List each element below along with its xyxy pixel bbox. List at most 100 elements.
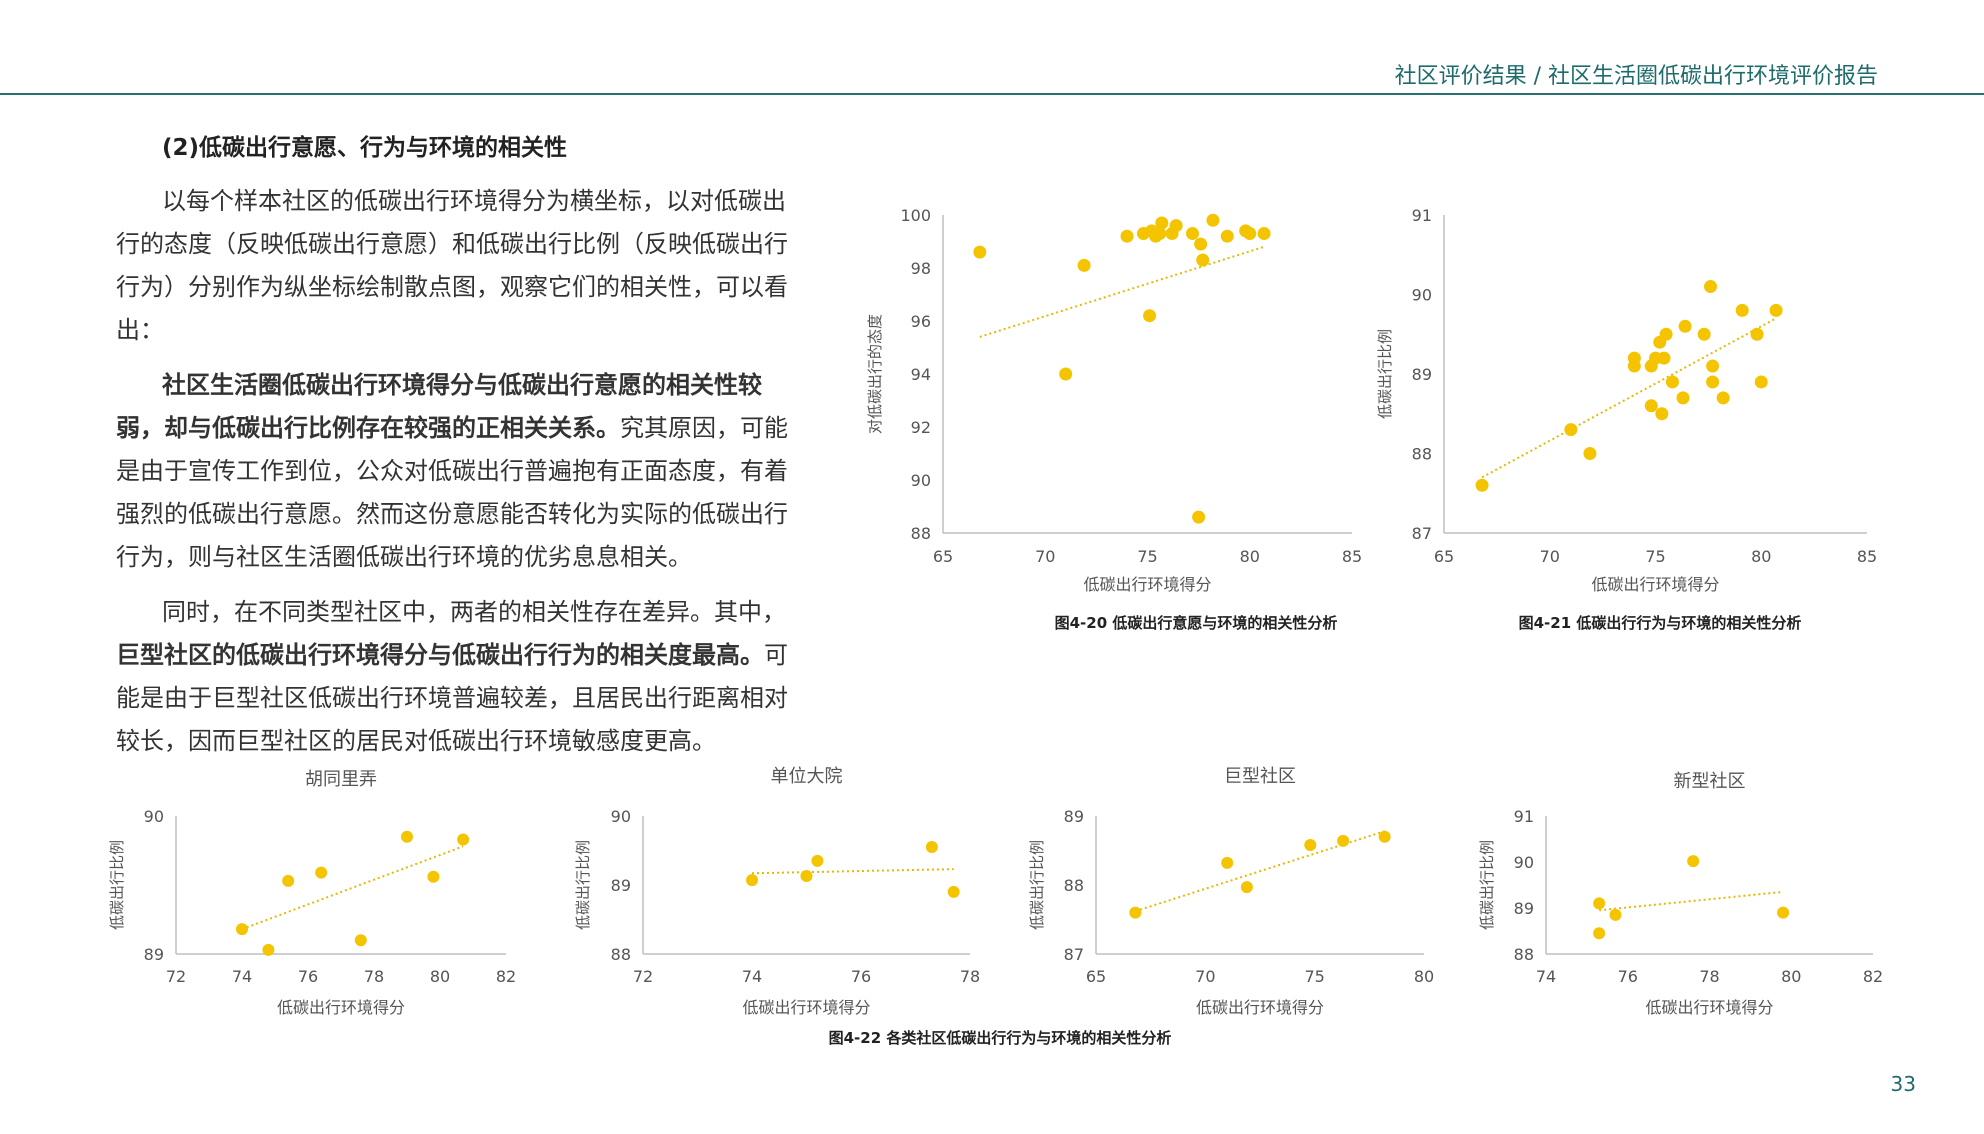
hutong-trend-line — [241, 845, 464, 931]
danwei-data-point — [925, 841, 938, 854]
hutong-data-point — [236, 923, 248, 936]
fig20-data-point — [1257, 227, 1271, 241]
fig21-data-point — [1706, 359, 1720, 373]
hutong-chart-title: 胡同里弄 — [305, 769, 377, 790]
fig20-x-tick-label: 80 — [1240, 547, 1260, 566]
fig21-data-point — [1735, 303, 1749, 317]
xinxing-x-tick-label: 74 — [1536, 967, 1556, 986]
xinxing-data-point — [1609, 908, 1622, 921]
xinxing-x-axis-label: 低碳出行环境得分 — [1645, 998, 1773, 1017]
fig21-data-point — [1706, 375, 1720, 389]
xinxing-data-point — [1593, 897, 1606, 910]
xinxing-x-tick-label: 82 — [1863, 967, 1883, 986]
xinxing-trend-line — [1599, 890, 1784, 912]
xinxing-data-point — [1777, 906, 1790, 919]
fig20-y-axis-label: 对低碳出行的态度 — [866, 314, 884, 434]
fig20-x-axis-label: 低碳出行环境得分 — [1083, 575, 1211, 594]
fig20-data-point — [1206, 213, 1220, 227]
juxing-data-point — [1240, 881, 1253, 894]
hutong-x-axis-label: 低碳出行环境得分 — [277, 998, 405, 1017]
caption-fig20: 图4-20 低碳出行意愿与环境的相关性分析 — [1055, 614, 1338, 632]
danwei-x-axis-label: 低碳出行环境得分 — [742, 998, 870, 1017]
danwei-x-tick-label: 78 — [960, 967, 980, 986]
fig20-data-point — [1192, 510, 1206, 524]
juxing-data-point — [1378, 830, 1391, 843]
fig21-data-point — [1655, 407, 1669, 421]
juxing-y-tick-label: 87 — [1064, 945, 1084, 964]
xinxing-y-axis-label: 低碳出行比例 — [1478, 840, 1496, 930]
fig21-data-point — [1583, 447, 1597, 460]
danwei-data-point — [811, 854, 824, 867]
fig21-trend-line — [1481, 317, 1777, 479]
fig20-y-tick-label: 100 — [900, 206, 931, 225]
fig21-x-tick-label: 70 — [1540, 547, 1560, 566]
fig20-data-point — [1196, 253, 1210, 267]
xinxing-data-point — [1687, 855, 1700, 868]
juxing-x-tick-label: 75 — [1304, 967, 1324, 986]
xinxing-x-tick-label: 80 — [1781, 967, 1801, 986]
fig20-y-tick-label: 92 — [911, 418, 931, 437]
paragraph-types-text: 可能是由于巨型社区低碳出行环境普遍较差，且居民出行距离相对较长，因而巨型社区的居… — [116, 641, 788, 755]
paragraph-intro-text: 以每个样本社区的低碳出行环境得分为横坐标，以对低碳出行的态度（反映低碳出行意愿）… — [116, 187, 788, 344]
xinxing-y-tick-label: 90 — [1514, 853, 1534, 872]
fig20-y-tick-label: 88 — [911, 524, 931, 543]
hutong-y-tick-label: 89 — [144, 945, 164, 964]
fig20-x-tick-label: 65 — [933, 547, 953, 566]
danwei-x-tick-label: 76 — [851, 967, 871, 986]
paragraph-finding: 社区生活圈低碳出行环境得分与低碳出行意愿的相关性较弱，却与低碳出行比例存在较强的… — [116, 364, 806, 579]
fig21-y-tick-label: 88 — [1412, 445, 1432, 464]
juxing-x-tick-label: 65 — [1086, 967, 1106, 986]
hutong-x-tick-label: 80 — [430, 967, 450, 986]
juxing-x-tick-label: 80 — [1414, 967, 1434, 986]
fig21-y-tick-label: 89 — [1412, 365, 1432, 384]
fig20-data-point — [1120, 229, 1134, 243]
hutong-data-point — [401, 830, 413, 843]
fig21-x-tick-label: 65 — [1434, 547, 1454, 566]
header-divider — [0, 93, 1984, 95]
juxing-data-point — [1129, 906, 1142, 919]
fig21-data-point — [1475, 478, 1489, 492]
fig20-data-point — [1059, 367, 1073, 381]
fig20-data-point — [1143, 309, 1157, 323]
xinxing-chart-title: 新型社区 — [1674, 771, 1746, 792]
xinxing-y-tick-label: 89 — [1514, 899, 1534, 918]
caption-fig21: 图4-21 低碳出行行为与环境的相关性分析 — [1519, 614, 1802, 632]
hutong-x-tick-label: 82 — [496, 967, 516, 986]
juxing-y-tick-label: 89 — [1064, 807, 1084, 826]
xinxing-x-tick-label: 78 — [1699, 967, 1719, 986]
fig20-y-tick-label: 96 — [911, 312, 931, 331]
paragraph-finding-text: 究其原因，可能是由于宣传工作到位，公众对低碳出行普遍抱有正面态度，有着强烈的低碳… — [116, 414, 788, 571]
fig21-data-point — [1676, 391, 1690, 405]
hutong-data-point — [262, 943, 275, 956]
juxing-y-axis-label: 低碳出行比例 — [1028, 840, 1046, 930]
fig21-data-point — [1716, 391, 1730, 405]
juxing-data-point — [1337, 834, 1350, 847]
hutong-y-axis-label: 低碳出行比例 — [108, 840, 126, 930]
danwei-x-tick-label: 74 — [742, 967, 762, 986]
fig21-x-axis-label: 低碳出行环境得分 — [1591, 575, 1719, 594]
hutong-x-tick-label: 78 — [364, 967, 384, 986]
caption-fig22: 图4-22 各类社区低碳出行行为与环境的相关性分析 — [829, 1029, 1172, 1047]
danwei-y-axis-label: 低碳出行比例 — [574, 840, 592, 930]
fig20-data-point — [1194, 237, 1208, 251]
fig21-data-point — [1564, 423, 1578, 437]
danwei-chart-title: 单位大院 — [771, 766, 843, 787]
xinxing-y-tick-label: 88 — [1514, 945, 1534, 964]
fig20-y-tick-label: 90 — [911, 471, 931, 490]
fig20-data-point — [1220, 229, 1234, 243]
fig21-data-point — [1657, 351, 1671, 365]
hutong-x-tick-label: 72 — [166, 967, 186, 986]
fig21-data-point — [1703, 280, 1717, 294]
paragraph-community-types: 同时，在不同类型社区中，两者的相关性存在差异。其中， 巨型社区的低碳出行环境得分与… — [116, 591, 806, 763]
paragraph-finding-bold: 社区生活圈低碳出行环境得分与低碳出行意愿的相关性较弱，却与低碳出行比例存在较强的… — [116, 371, 762, 442]
danwei-y-tick-label: 90 — [611, 807, 631, 826]
danwei-y-tick-label: 89 — [611, 876, 631, 895]
juxing-data-point — [1221, 856, 1234, 869]
fig20-data-point — [1169, 219, 1183, 233]
danwei-y-tick-label: 88 — [611, 945, 631, 964]
fig20-trend-line — [979, 245, 1265, 338]
fig20-data-point — [1077, 258, 1091, 272]
fig21-y-axis-label: 低碳出行比例 — [1376, 329, 1394, 419]
fig21-y-tick-label: 90 — [1412, 286, 1432, 305]
